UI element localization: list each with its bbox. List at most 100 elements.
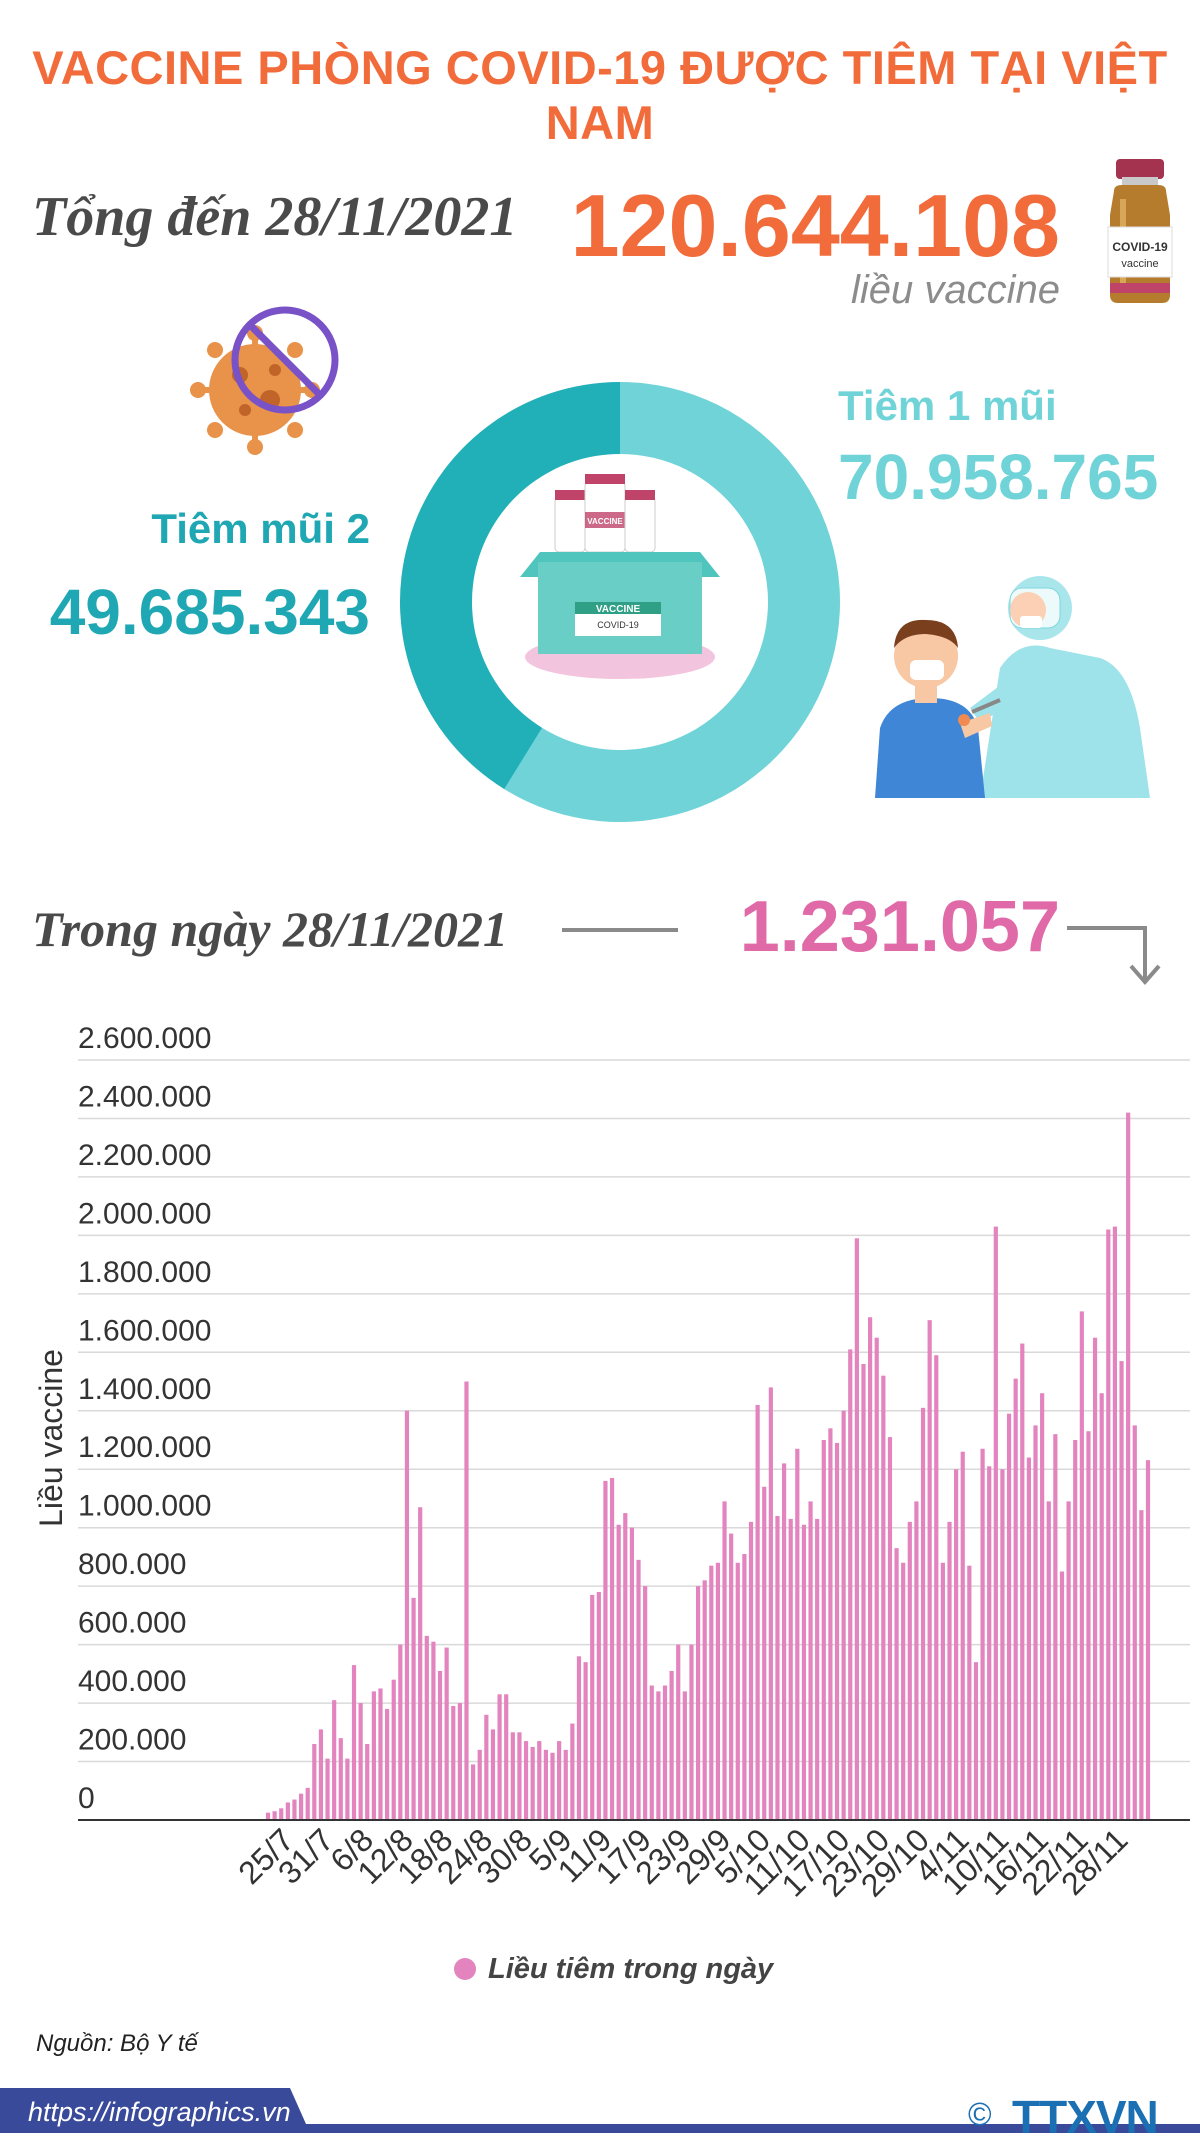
bar	[391, 1679, 396, 1820]
bar	[973, 1662, 979, 1820]
bar	[312, 1744, 317, 1820]
bar	[848, 1349, 853, 1820]
bar	[471, 1764, 476, 1820]
bar	[934, 1355, 939, 1820]
vaccine-box-icon: VACCINE VACCINE COVID-19	[520, 474, 720, 679]
bar	[557, 1741, 562, 1820]
bar	[1139, 1510, 1144, 1820]
dose2-value: 49.685.343	[49, 576, 370, 648]
bar	[828, 1428, 833, 1820]
bar	[404, 1410, 410, 1820]
bar	[583, 1662, 588, 1820]
bar	[292, 1799, 297, 1820]
bar	[709, 1565, 714, 1820]
y-tick-label: 200.000	[78, 1724, 186, 1757]
y-tick-label: 400.000	[78, 1665, 186, 1698]
daily-label: Trong ngày 28/11/2021	[32, 901, 508, 957]
bar	[523, 1741, 529, 1820]
bar	[1132, 1425, 1137, 1820]
bar	[762, 1486, 767, 1820]
bar	[596, 1592, 601, 1820]
bar	[987, 1466, 992, 1820]
bar	[788, 1518, 793, 1820]
total-label: Tổng đến 28/11/2021	[32, 186, 518, 248]
dose1-label: Tiêm 1 mũi	[838, 382, 1057, 429]
total-value: 120.644.108	[570, 176, 1060, 275]
no-sign-icon	[231, 306, 339, 414]
covid-virus-icon	[190, 306, 339, 455]
bar	[325, 1758, 330, 1820]
bar	[451, 1706, 456, 1820]
bar	[1119, 1361, 1124, 1820]
bar	[1066, 1501, 1071, 1820]
bar	[298, 1793, 304, 1820]
bar	[874, 1337, 879, 1820]
footer-url-link[interactable]: https://infographics.vn	[28, 2097, 291, 2127]
bar	[345, 1758, 350, 1820]
bar	[629, 1527, 635, 1820]
bar	[1092, 1337, 1098, 1820]
bar	[338, 1738, 343, 1820]
bar	[609, 1478, 615, 1820]
bar	[365, 1744, 370, 1820]
bar	[914, 1501, 919, 1820]
bar	[504, 1694, 509, 1820]
bar	[1046, 1501, 1051, 1820]
bar	[643, 1586, 648, 1820]
bar	[722, 1501, 727, 1820]
bar	[927, 1320, 932, 1820]
bar	[920, 1407, 926, 1820]
bar	[894, 1548, 899, 1820]
daily-value: 1.231.057	[739, 887, 1060, 967]
bar	[795, 1448, 800, 1820]
y-tick-label: 1.000.000	[78, 1490, 211, 1523]
copyright-icon: ©	[968, 2096, 992, 2132]
box-sub-label: COVID-19	[597, 620, 639, 630]
bar	[748, 1521, 754, 1820]
y-tick-label: 2.000.000	[78, 1197, 211, 1230]
dose1-value: 70.958.765	[838, 441, 1159, 513]
box-vial-label: VACCINE	[587, 517, 623, 526]
bar	[457, 1703, 462, 1820]
bar	[1126, 1112, 1131, 1820]
bar	[636, 1559, 641, 1820]
bar	[755, 1404, 760, 1820]
y-tick-label: 0	[78, 1782, 95, 1815]
bar	[550, 1752, 555, 1820]
bar	[1013, 1378, 1018, 1820]
bar	[1086, 1431, 1091, 1820]
bar	[808, 1501, 813, 1820]
bar	[947, 1521, 952, 1820]
ttxvn-logo: TTXVN	[1012, 2091, 1159, 2143]
bar	[960, 1451, 965, 1820]
bar	[616, 1524, 621, 1820]
bar	[967, 1565, 972, 1820]
bar	[285, 1802, 290, 1820]
y-tick-label: 2.600.000	[78, 1022, 211, 1055]
bar	[1059, 1571, 1065, 1820]
bar	[477, 1749, 482, 1820]
y-tick-label: 800.000	[78, 1548, 186, 1581]
bar	[775, 1516, 780, 1820]
bar	[1040, 1393, 1045, 1820]
bar	[265, 1812, 271, 1820]
bar	[1033, 1425, 1038, 1820]
chart-legend-label: Liều tiêm trong ngày	[488, 1953, 774, 1985]
bar	[815, 1518, 820, 1820]
bar	[980, 1448, 985, 1820]
bar	[881, 1375, 886, 1820]
y-tick-label: 1.600.000	[78, 1314, 211, 1347]
bar	[464, 1381, 469, 1820]
bar	[590, 1594, 595, 1820]
arrow-down-icon	[1067, 926, 1161, 986]
bar	[510, 1732, 515, 1820]
bar	[702, 1580, 707, 1820]
bar	[576, 1656, 582, 1820]
daily-doses-bar-chart: 0 200.000 400.000 600.000 800.000 1.000.000 1.…	[33, 1022, 1190, 1904]
bar	[742, 1554, 747, 1820]
bar	[418, 1507, 423, 1820]
bar	[649, 1685, 654, 1820]
bar	[662, 1685, 668, 1820]
bar	[444, 1647, 449, 1820]
y-tick-label: 2.200.000	[78, 1139, 211, 1172]
